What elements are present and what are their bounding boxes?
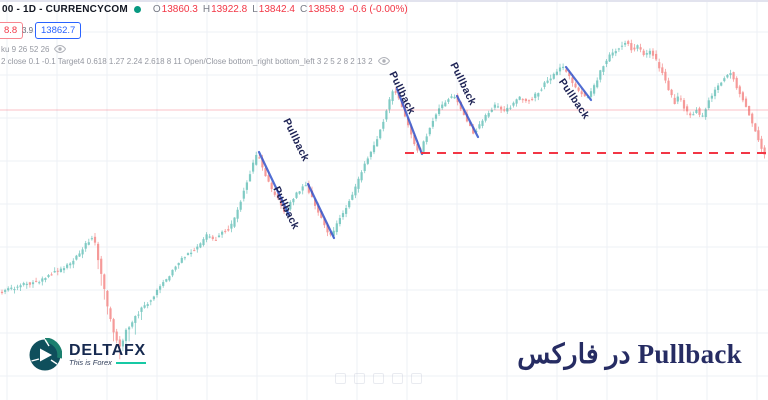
indicator-row-ichimoku[interactable]: ku 9 26 52 26	[1, 44, 67, 54]
close-value: 13858.9	[308, 4, 345, 15]
low-label: L	[252, 4, 258, 15]
bottom-chart-toolbar	[335, 373, 422, 384]
price-box-low[interactable]: 8.8	[0, 22, 24, 39]
indicator2-title: 2 close 0.1 -0.1 Target4 0.618 1.27 2.24…	[1, 56, 373, 66]
deltafx-logo: DELTAFX This is Forex	[28, 338, 146, 372]
market-status-dot	[133, 6, 141, 13]
toolbar-icon[interactable]	[354, 373, 365, 384]
logo-tagline: This is Forex	[69, 358, 146, 367]
top-border	[0, 0, 768, 2]
open-value: 13860.3	[161, 4, 198, 15]
change-value: -0.6 (-0.00%)	[349, 4, 408, 15]
toolbar-icon[interactable]	[411, 373, 422, 384]
toolbar-icon[interactable]	[392, 373, 403, 384]
high-label: H	[202, 4, 211, 15]
toolbar-icon[interactable]	[335, 373, 346, 384]
toolbar-icon[interactable]	[373, 373, 384, 384]
low-value: 13842.4	[258, 4, 295, 15]
indicator-row-strategy[interactable]: 2 close 0.1 -0.1 Target4 0.618 1.27 2.24…	[1, 56, 390, 66]
visibility-eye-icon[interactable]	[377, 56, 390, 66]
high-value: 13922.8	[211, 4, 248, 15]
open-label: O	[152, 4, 161, 15]
logo-wordmark: DELTAFX	[69, 342, 146, 359]
price-box-current[interactable]: 13862.7	[35, 22, 82, 39]
symbol-legend[interactable]: 00 - 1D - CURRENCYCOM O 13860.3 H 13922.8 …	[2, 4, 408, 15]
indicator1-title: ku 9 26 52 26	[1, 44, 50, 54]
page-title: Pullback در فارکس	[517, 339, 742, 369]
logo-tagline-text: This is Forex	[69, 358, 112, 367]
logo-accent-line	[115, 361, 146, 364]
close-label: C	[299, 4, 308, 15]
deltafx-logo-icon	[29, 338, 62, 371]
ohlc-readout: O 13860.3 H 13922.8 L 13842.4 C 13858.9 -0.6…	[153, 4, 408, 15]
spread-value: 3.9	[22, 26, 34, 35]
symbol-name[interactable]: 00 - 1D - CURRENCYCOM	[2, 4, 128, 15]
visibility-eye-icon[interactable]	[54, 44, 67, 54]
